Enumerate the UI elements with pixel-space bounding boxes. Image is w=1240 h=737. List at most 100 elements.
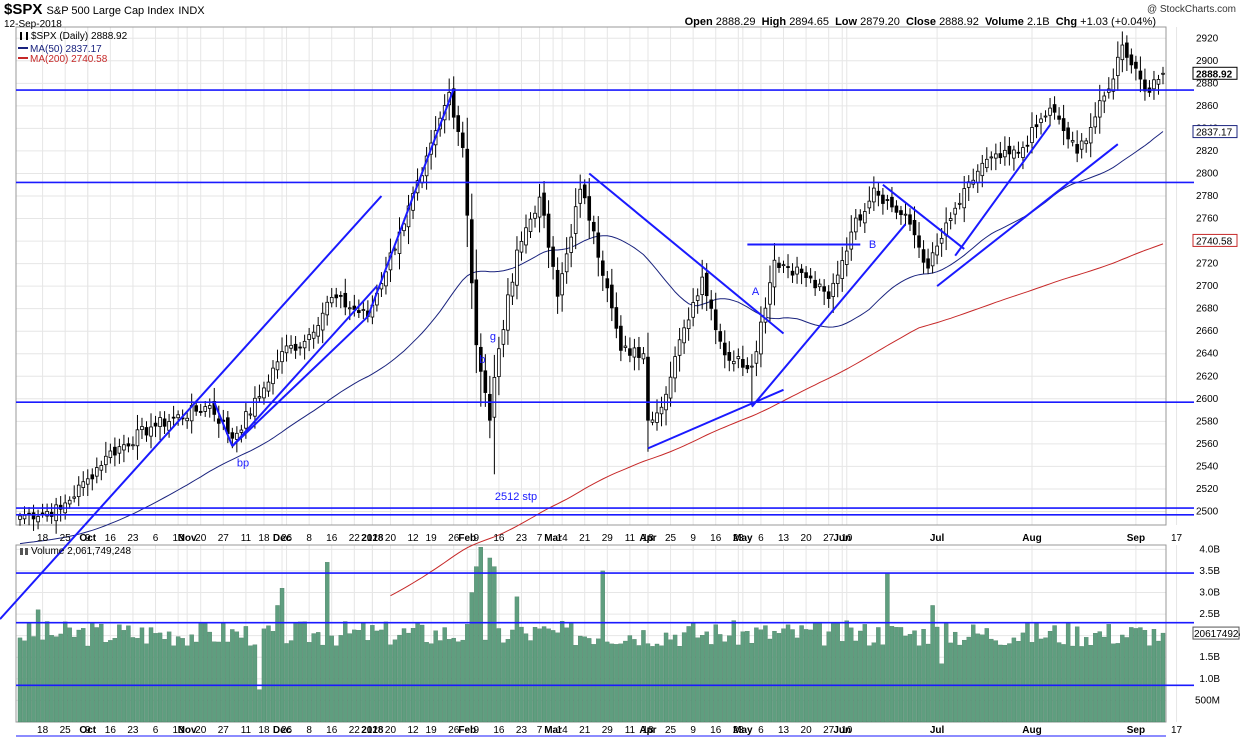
volume-bar bbox=[831, 622, 836, 723]
x-tick-label-bottom: 13 bbox=[778, 725, 790, 736]
volume-bar bbox=[541, 626, 547, 723]
candle-body bbox=[808, 275, 813, 279]
x-tick-label-top: Jul bbox=[930, 533, 945, 544]
volume-bar bbox=[130, 637, 136, 723]
candle-body bbox=[343, 292, 348, 308]
x-tick-label-bottom: 16 bbox=[326, 725, 338, 736]
trendline bbox=[0, 195, 383, 620]
stockcharts-credit[interactable]: @ StockCharts.com bbox=[1146, 4, 1236, 15]
chg-label: Chg bbox=[1055, 16, 1078, 28]
candle-body bbox=[1003, 149, 1007, 158]
volume-bar bbox=[1151, 629, 1157, 723]
candle-body bbox=[795, 266, 799, 275]
open-value: 2888.29 bbox=[715, 16, 756, 28]
candle-body bbox=[754, 351, 759, 364]
volume-bar bbox=[672, 634, 678, 723]
volume-bar bbox=[550, 630, 556, 723]
volume-bar bbox=[925, 643, 931, 723]
candle-body bbox=[840, 260, 845, 279]
candle-body bbox=[451, 88, 456, 118]
candle-body bbox=[686, 319, 691, 330]
candle-body bbox=[1152, 79, 1156, 90]
x-tick-label-top: 13 bbox=[778, 533, 790, 544]
x-tick-label-bottom: 20 bbox=[385, 725, 397, 736]
ma200-tag: 2740.58 bbox=[1196, 236, 1233, 247]
volume-bar bbox=[980, 634, 985, 723]
candle-body bbox=[537, 196, 542, 218]
volume-bar bbox=[365, 640, 371, 723]
x-tick-label-bottom: 18 bbox=[37, 725, 49, 736]
volume-bar bbox=[401, 628, 407, 723]
open-label: Open bbox=[684, 16, 713, 28]
ma50-tag: 2837.17 bbox=[1196, 128, 1233, 139]
volume-bar bbox=[876, 627, 881, 723]
x-tick-label-top: 13 bbox=[173, 533, 185, 544]
volume-bar bbox=[695, 637, 700, 723]
candle-body bbox=[1061, 118, 1066, 132]
candle-body bbox=[506, 294, 510, 331]
volume-bar bbox=[433, 630, 438, 723]
volume-bar bbox=[998, 644, 1003, 723]
annotation-b: b bbox=[479, 354, 485, 366]
volume-bar bbox=[112, 638, 118, 723]
price-tick-label: 2520 bbox=[1196, 484, 1219, 495]
x-tick-label-bottom: Apr bbox=[639, 725, 656, 736]
volume-bar bbox=[663, 632, 669, 723]
x-tick-label-top: Nov bbox=[178, 533, 197, 544]
volume-bar bbox=[419, 624, 425, 723]
volume-bar bbox=[1088, 645, 1093, 723]
volume-bar bbox=[1074, 626, 1080, 723]
candle-body bbox=[863, 211, 867, 224]
volume-bar bbox=[90, 623, 95, 723]
volume-bar bbox=[437, 640, 443, 723]
volume-bar bbox=[858, 630, 863, 723]
volume-bar bbox=[686, 626, 691, 723]
candle-body bbox=[99, 465, 104, 471]
candle-body bbox=[691, 302, 695, 318]
annotation-bp: bp bbox=[237, 457, 249, 469]
candle-body bbox=[989, 156, 994, 159]
candle-body bbox=[113, 446, 117, 456]
volume-bar bbox=[840, 641, 845, 723]
x-tick-label-top: 23 bbox=[127, 533, 139, 544]
candle-body bbox=[1034, 124, 1039, 128]
candle-body bbox=[727, 352, 732, 361]
volume-bar bbox=[1034, 623, 1039, 723]
volume-bar bbox=[844, 620, 849, 723]
candle-body bbox=[763, 307, 768, 323]
volume-bar bbox=[361, 623, 366, 723]
volume-bar bbox=[374, 630, 380, 723]
volume-bars-layer bbox=[17, 547, 1166, 723]
volume-tick-label: 1.5B bbox=[1199, 652, 1220, 663]
candle-body bbox=[510, 281, 515, 297]
volume-bar bbox=[35, 609, 41, 723]
volume-bar bbox=[803, 629, 809, 723]
volume-bar bbox=[126, 625, 131, 723]
volume-bar bbox=[618, 643, 624, 723]
volume-bar bbox=[469, 592, 474, 723]
volume-bar bbox=[528, 640, 533, 723]
x-tick-label-bottom: 21 bbox=[579, 725, 591, 736]
candle-body bbox=[203, 406, 208, 412]
volume-bar bbox=[1129, 627, 1134, 723]
volume-bar bbox=[347, 633, 352, 723]
x-tick-label-bottom: Dec bbox=[273, 725, 292, 736]
volume-bar bbox=[306, 642, 312, 723]
volume-bar bbox=[573, 645, 578, 723]
price-panel-frame bbox=[15, 26, 1167, 737]
x-tick-label-top: 22 bbox=[349, 533, 361, 544]
volume-tick-label: 2.5B bbox=[1199, 609, 1220, 620]
volume-bar bbox=[821, 645, 827, 723]
candle-body bbox=[492, 377, 497, 418]
volume-bar bbox=[776, 633, 782, 723]
volume-bar bbox=[510, 629, 515, 723]
candle-body bbox=[235, 432, 239, 440]
volume-bar bbox=[1160, 632, 1166, 723]
x-tick-label-bottom: 13 bbox=[173, 725, 185, 736]
volume-bar bbox=[654, 643, 660, 723]
candle-body bbox=[768, 282, 772, 305]
candle-body bbox=[546, 213, 551, 248]
candle-body bbox=[81, 481, 86, 488]
